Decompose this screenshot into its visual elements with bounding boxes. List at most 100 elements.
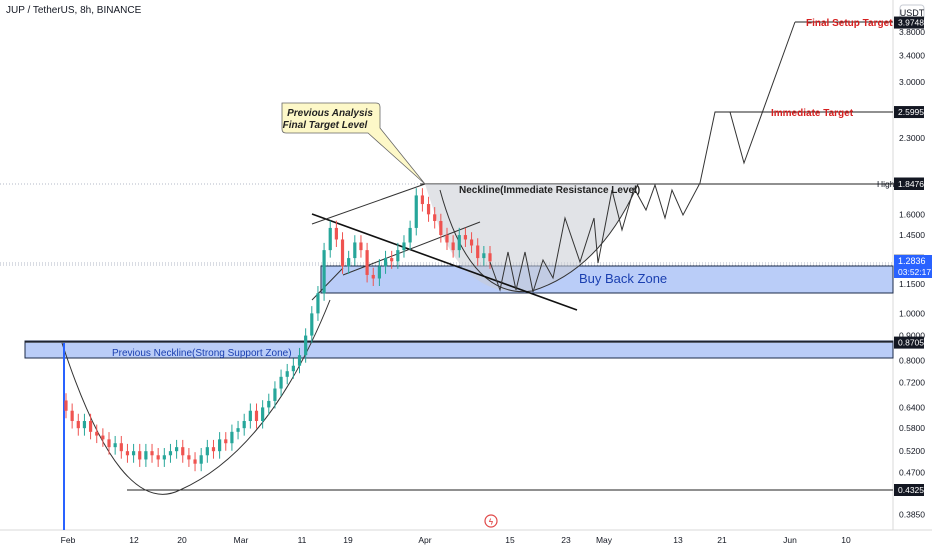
price-tick-label: 0.5800 (899, 423, 925, 433)
candle-body (138, 451, 142, 460)
candle-body (297, 355, 302, 366)
price-badges: 3.97482.59951.85191.84761.28360.87050.43… (894, 16, 924, 496)
candle-body (414, 195, 418, 228)
price-tick-label: 0.6400 (899, 402, 925, 412)
currency-label: USDT (900, 8, 925, 18)
price-badge-label: 1.8476 (898, 179, 924, 189)
candle-body (433, 214, 437, 222)
candle-body (482, 253, 486, 259)
time-tick-label: 15 (505, 535, 515, 545)
time-tick-label: Mar (234, 535, 249, 545)
time-tick-label: Feb (61, 535, 76, 545)
candle-body (261, 407, 265, 422)
rounding-bottom-curve (61, 299, 331, 495)
price-tick-label: 0.4700 (899, 467, 925, 477)
price-tick-label: 0.7200 (899, 378, 925, 388)
candle-body (218, 439, 222, 452)
candle-body (316, 293, 320, 314)
price-badge-label: 0.4325 (898, 485, 924, 495)
candle-body (420, 195, 425, 205)
price-tick-label: 1.6000 (899, 209, 925, 219)
cup-curve (439, 183, 639, 293)
time-axis-ticks: Feb 12 20 Mar 11 19 Apr 15 23 May 13 21 Jun 10 (61, 535, 851, 545)
candle-body (445, 235, 449, 243)
candle-body (310, 313, 314, 336)
time-tick-label: 10 (841, 535, 851, 545)
time-axis[interactable]: Feb 12 20 Mar 11 19 Apr 15 23 May 13 21 Jun 10 (0, 529, 932, 545)
candle-body (88, 421, 93, 432)
candle-body (457, 235, 461, 251)
candle-body (181, 447, 185, 456)
candle-body (279, 376, 283, 389)
candle-body (488, 253, 492, 262)
candle-body (168, 451, 173, 456)
candle-body (199, 455, 203, 464)
candle-body (242, 421, 246, 429)
candle-body (396, 250, 400, 262)
time-tick-label: 19 (343, 535, 353, 545)
price-tick-label: 1.4500 (899, 230, 925, 240)
price-axis-ticks: 0.3850 0.4700 0.5200 0.5800 0.6400 0.7200 0.80… (899, 27, 925, 519)
candle-body (107, 439, 111, 448)
candle-body (291, 365, 295, 372)
price-tick-label: 2.3000 (899, 133, 925, 143)
candle-body (211, 447, 216, 452)
neckline-label: Neckline(Immediate Resistance Level) (459, 185, 640, 196)
buy-back-zone[interactable]: Buy Back Zone (320, 265, 894, 294)
trend-lines (311, 183, 578, 311)
event-icon[interactable]: ϟ (484, 514, 498, 528)
symbol-title: JUP / TetherUS, 8h, BINANCE (6, 5, 142, 16)
candle-body (162, 455, 166, 460)
candle-body (230, 431, 234, 444)
candle-body (95, 431, 99, 436)
candle-body (347, 258, 351, 267)
candle-body (248, 410, 252, 422)
support-zone-label: Previous Neckline(Strong Support Zone) (112, 348, 292, 359)
candle-body (451, 242, 455, 251)
time-tick-label: 21 (717, 535, 727, 545)
current-price-value: 1.2836 (898, 256, 926, 266)
candle-body (377, 266, 381, 279)
price-badge: 2.5995 (894, 106, 924, 119)
price-badge-label: 3.9748 (898, 18, 924, 28)
support-zone[interactable]: Previous Neckline(Strong Support Zone) (24, 340, 894, 359)
candle-body (439, 221, 443, 236)
price-tick-label: 3.8000 (899, 27, 925, 37)
target-annotations: Final Setup Target Immediate Target Neck… (459, 18, 893, 196)
price-badge-label: 2.5995 (898, 107, 924, 117)
candle-body (76, 421, 80, 429)
candle-body (113, 443, 117, 448)
candle-body (193, 459, 197, 464)
candle-body (304, 335, 308, 356)
current-price-badge: 1.2836 03:52:17 (894, 255, 932, 278)
projection-path (489, 21, 796, 293)
candle-body (267, 400, 271, 408)
final-target-label: Final Setup Target (806, 18, 893, 29)
time-tick-label: 12 (129, 535, 139, 545)
price-tick-label: 3.0000 (899, 77, 925, 87)
candle-body (224, 439, 228, 444)
candle-body (408, 227, 412, 243)
price-tick-label: 0.3850 (899, 510, 925, 520)
candle-body (359, 242, 363, 251)
candle-body (254, 410, 259, 422)
candle-body (187, 455, 191, 460)
candle-body (390, 258, 394, 262)
time-tick-label: 20 (177, 535, 187, 545)
candle-body (365, 250, 369, 275)
price-axis[interactable]: 0.3850 0.4700 0.5200 0.5800 0.6400 0.7200 0.80… (892, 0, 925, 530)
candles (64, 188, 492, 472)
buy-back-zone-label: Buy Back Zone (579, 271, 667, 286)
immediate-target-label: Immediate Target (771, 108, 854, 119)
time-tick-label: May (596, 535, 613, 545)
candle-body (82, 421, 87, 429)
candle-body (156, 455, 160, 460)
candle-body (402, 242, 406, 251)
time-tick-label: Jun (783, 535, 797, 545)
callout-line-1: Previous Analysis (287, 108, 373, 119)
price-badge: 0.8705 (894, 336, 924, 349)
candle-body (322, 250, 326, 294)
time-tick-label: 11 (298, 535, 307, 545)
cup-pattern (425, 184, 638, 293)
